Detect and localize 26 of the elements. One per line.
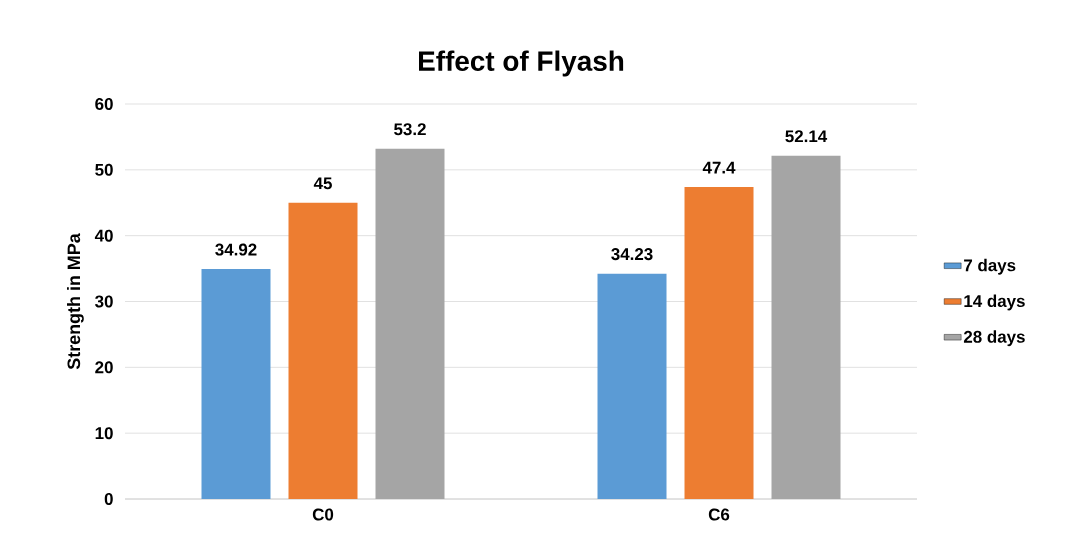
- legend-label: 7 days: [964, 258, 1016, 275]
- data-label: 52.14: [785, 130, 828, 143]
- data-label: 53.2: [394, 123, 426, 136]
- legend-label: 14 days: [964, 294, 1025, 311]
- y-axis-title: Strength in MPa: [67, 233, 84, 370]
- bar: [201, 269, 271, 499]
- y-tick-label: 20: [95, 361, 113, 374]
- y-tick-label: 0: [104, 493, 113, 505]
- y-tick-label: 60: [95, 98, 113, 110]
- data-label: 34.23: [611, 248, 653, 261]
- y-tick-label: 10: [95, 427, 113, 440]
- bar: [288, 202, 358, 499]
- y-tick-label: 50: [95, 163, 113, 176]
- data-label: 34.92: [215, 243, 257, 256]
- y-tick-label: 30: [95, 295, 113, 308]
- x-tick-label: C6: [708, 508, 730, 521]
- bar: [684, 186, 754, 499]
- bar: [375, 148, 445, 499]
- data-label: 45: [313, 177, 332, 190]
- data-label: 47.4: [702, 161, 736, 174]
- bar: [771, 155, 841, 499]
- chart-title: Effect of Flyash: [419, 50, 624, 77]
- x-tick-label: C0: [312, 508, 334, 521]
- legend-label: 28 days: [963, 330, 1025, 347]
- bar: [597, 273, 667, 499]
- y-tick-label: 40: [94, 229, 113, 242]
